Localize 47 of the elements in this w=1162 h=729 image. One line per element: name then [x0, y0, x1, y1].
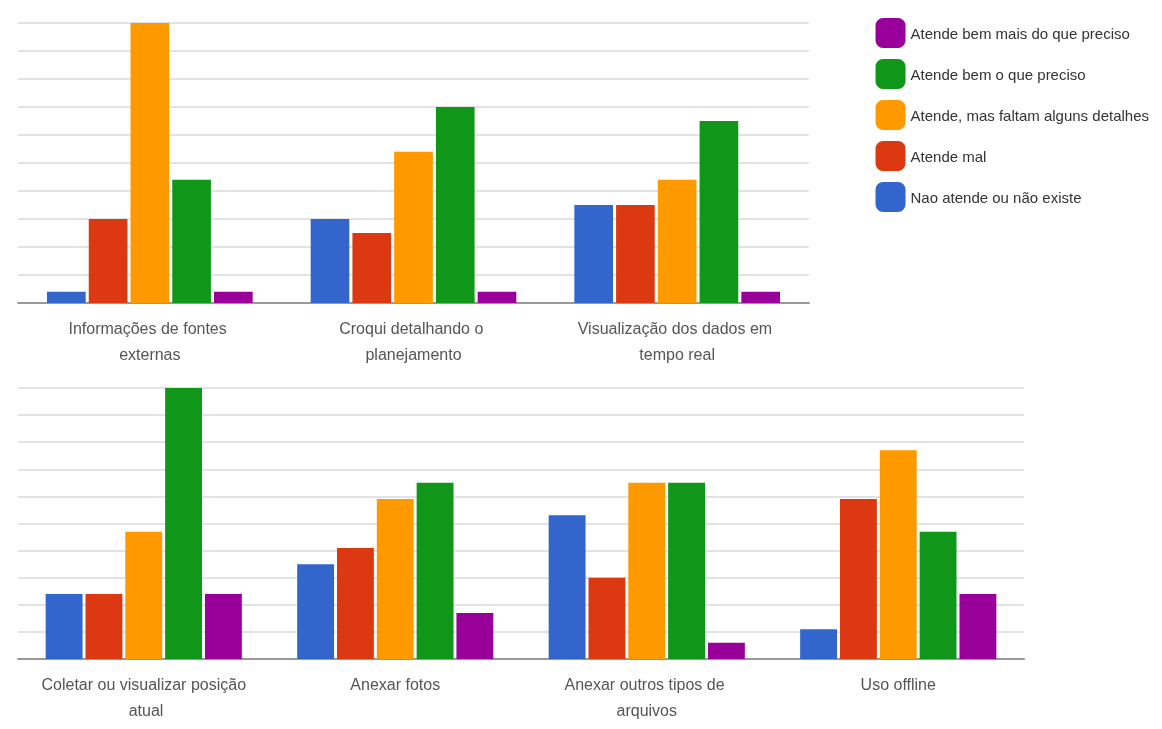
legend-label: Atende bem o que preciso [910, 65, 1086, 83]
x-tick-label: Informações de fontes externas [68, 319, 232, 363]
legend-label: Atende, mas faltam alguns detalhes [910, 106, 1150, 124]
bar [919, 531, 957, 659]
bar [125, 531, 163, 659]
bar [707, 642, 745, 659]
x-tick-label: Coletar ou visualizar posição atual [41, 675, 247, 719]
x-tick-label: Croqui detalhando o planejamento [339, 319, 488, 363]
x-tick-label: Uso offline [860, 675, 936, 693]
bar [548, 515, 586, 659]
bar [214, 291, 253, 303]
bar [657, 179, 697, 303]
bar [839, 499, 877, 659]
bar [959, 593, 997, 659]
bar [668, 482, 706, 659]
bar [88, 219, 128, 303]
bar [879, 450, 917, 659]
bar [172, 179, 211, 303]
bar [130, 23, 170, 303]
bar [699, 121, 739, 303]
x-tick-label: Anexar outros tipos de arquivos [564, 675, 730, 719]
bar [394, 151, 433, 303]
bar [456, 612, 494, 659]
bar [800, 629, 838, 659]
bar [336, 547, 374, 659]
bar [352, 233, 392, 303]
bar [165, 388, 203, 659]
legend-label: Atende mal [910, 147, 987, 165]
bar [204, 593, 242, 659]
bar [47, 291, 86, 303]
legend-label: Atende bem mais do que preciso [910, 24, 1130, 42]
x-tick-label: Visualização dos dados em tempo real [577, 319, 777, 363]
x-tick-label: Anexar fotos [350, 675, 441, 693]
bar [741, 291, 780, 303]
bar [376, 499, 414, 659]
bar [588, 577, 626, 659]
bar [628, 482, 666, 659]
bar [45, 593, 83, 659]
bar [477, 291, 517, 303]
legend-label: Nao atende ou não existe [910, 188, 1082, 206]
bar [435, 107, 475, 303]
bar [416, 482, 454, 659]
bar [574, 205, 613, 303]
bar [616, 205, 655, 303]
bar [310, 219, 350, 303]
bar [85, 593, 123, 659]
bar [297, 564, 335, 659]
